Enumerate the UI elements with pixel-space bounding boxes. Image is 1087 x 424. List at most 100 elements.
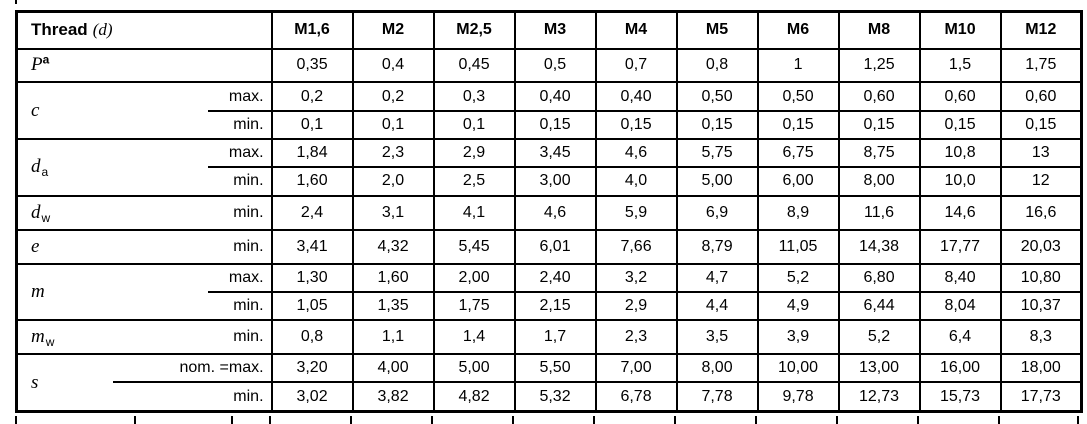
value-cell: 8,3 (999, 319, 1083, 356)
cropped-table-border-stub (998, 416, 1000, 424)
value-cell: 2,0 (351, 166, 435, 197)
value-cell: 18,00 (999, 353, 1083, 384)
value-cell: 7,78 (675, 381, 759, 413)
cropped-table-border-stub (350, 416, 352, 424)
value-cell: 2,40 (513, 262, 597, 293)
column-header: M3 (513, 10, 597, 50)
value-cell: 0,7 (594, 47, 678, 84)
value-cell: 9,78 (756, 381, 840, 413)
row-c-max: c max. 0,2 0,2 0,3 0,40 0,40 0,50 0,50 0… (16, 81, 1083, 141)
limit-label: min. (207, 290, 272, 322)
limit-label: min. (207, 166, 272, 197)
value-cell: 8,79 (675, 228, 759, 265)
value-cell: 4,4 (675, 290, 759, 322)
value-cell: 0,15 (675, 109, 759, 141)
value-cell: 6,00 (756, 166, 840, 197)
value-cell: 20,03 (999, 228, 1083, 265)
value-cell: 10,37 (999, 290, 1083, 322)
value-cell: 13,00 (837, 353, 921, 384)
value-cell: 0,1 (432, 109, 516, 141)
symbol-cell-s: s (16, 353, 113, 413)
row-s-min: min. 3,02 3,82 4,82 5,32 6,78 7,78 9,78 … (17, 381, 1083, 413)
symbol-cell-dw: dw (16, 194, 208, 231)
symbol-cell-m: m (16, 262, 113, 322)
value-cell: 1,4 (432, 319, 516, 356)
limit-label: max. (207, 262, 272, 293)
symbol-dw: dw (31, 201, 51, 225)
symbol-cell-e: e (16, 228, 208, 265)
value-cell: 6,80 (837, 262, 921, 293)
value-cell: 0,45 (432, 47, 516, 84)
spacer-cell (112, 138, 208, 197)
value-cell: 2,3 (351, 138, 435, 169)
limit-label: min. (207, 228, 272, 265)
value-cell: 0,15 (918, 109, 1002, 141)
value-cell: 0,15 (837, 109, 921, 141)
column-header: M4 (594, 10, 678, 50)
value-cell: 5,50 (513, 353, 597, 384)
column-header: M5 (675, 10, 759, 50)
value-cell: 6,75 (756, 138, 840, 169)
value-cell: 4,82 (432, 381, 516, 413)
value-cell: 0,4 (351, 47, 435, 84)
row-m-min: min. 1,05 1,35 1,75 2,15 2,9 4,4 4,9 6,4… (17, 290, 1083, 322)
value-cell: 0,50 (675, 81, 759, 112)
value-cell: 1,35 (351, 290, 435, 322)
symbol-p: P (31, 54, 43, 76)
value-cell: 1,7 (513, 319, 597, 356)
cropped-table-border-stub (593, 416, 595, 424)
symbol-cell-mw: mw (16, 319, 208, 356)
value-cell: 5,32 (513, 381, 597, 413)
value-cell: 13 (999, 138, 1083, 169)
value-cell: 1,60 (270, 166, 354, 197)
limit-label: nom. =max. (112, 353, 272, 384)
symbol-e: e (31, 235, 40, 257)
value-cell: 4,6 (513, 194, 597, 231)
value-cell: 3,2 (594, 262, 678, 293)
value-cell: 6,4 (918, 319, 1002, 356)
row-da-min: min. 1,60 2,0 2,5 3,00 4,0 5,00 6,00 8,0… (17, 166, 1083, 197)
row-s-nom: s nom. =max. 3,20 4,00 5,00 5,50 7,00 8,… (16, 353, 1083, 413)
value-cell: 3,20 (270, 353, 354, 384)
value-cell: 6,01 (513, 228, 597, 265)
value-cell: 8,00 (675, 353, 759, 384)
value-cell: 3,82 (351, 381, 435, 413)
row-e-min: e min. 3,41 4,32 5,45 6,01 7,66 8,79 11,… (16, 228, 1083, 265)
value-cell: 5,2 (756, 262, 840, 293)
value-cell: 1,30 (270, 262, 354, 293)
value-cell: 7,66 (594, 228, 678, 265)
value-cell: 0,5 (513, 47, 597, 84)
value-cell: 0,40 (513, 81, 597, 112)
cropped-table-border-stub (1077, 416, 1079, 424)
value-cell: 0,2 (270, 81, 354, 112)
value-cell: 3,41 (270, 228, 354, 265)
value-cell: 4,0 (594, 166, 678, 197)
value-cell: 6,78 (594, 381, 678, 413)
nut-dimensions-table: Thread (d) M1,6 M2 M2,5 M3 M4 M5 M6 M8 M1… (15, 10, 1084, 413)
value-cell: 17,77 (918, 228, 1002, 265)
cropped-table-border-stub (674, 416, 676, 424)
value-cell: 1 (756, 47, 840, 84)
value-cell: 1,25 (837, 47, 921, 84)
symbol-mw: mw (31, 326, 55, 350)
value-cell: 0,15 (594, 109, 678, 141)
row-dw-min: dw min. 2,4 3,1 4,1 4,6 5,9 6,9 8,9 11,6… (16, 194, 1083, 231)
value-cell: 4,00 (351, 353, 435, 384)
value-cell: 8,04 (918, 290, 1002, 322)
symbol-cell-p: Pa (16, 47, 272, 84)
value-cell: 1,1 (351, 319, 435, 356)
row-mw-min: mw min. 0,8 1,1 1,4 1,7 2,3 3,5 3,9 5,2 … (16, 319, 1083, 356)
cropped-table-border-stub (15, 0, 17, 4)
value-cell: 12 (999, 166, 1083, 197)
spacer-cell (112, 381, 208, 413)
value-cell: 2,4 (270, 194, 354, 231)
value-cell: 11,05 (756, 228, 840, 265)
value-cell: 1,75 (432, 290, 516, 322)
value-cell: 8,9 (756, 194, 840, 231)
value-cell: 5,00 (432, 353, 516, 384)
value-cell: 2,15 (513, 290, 597, 322)
cropped-table-border-stub (231, 416, 233, 424)
value-cell: 4,1 (432, 194, 516, 231)
limit-label: min. (207, 194, 272, 231)
